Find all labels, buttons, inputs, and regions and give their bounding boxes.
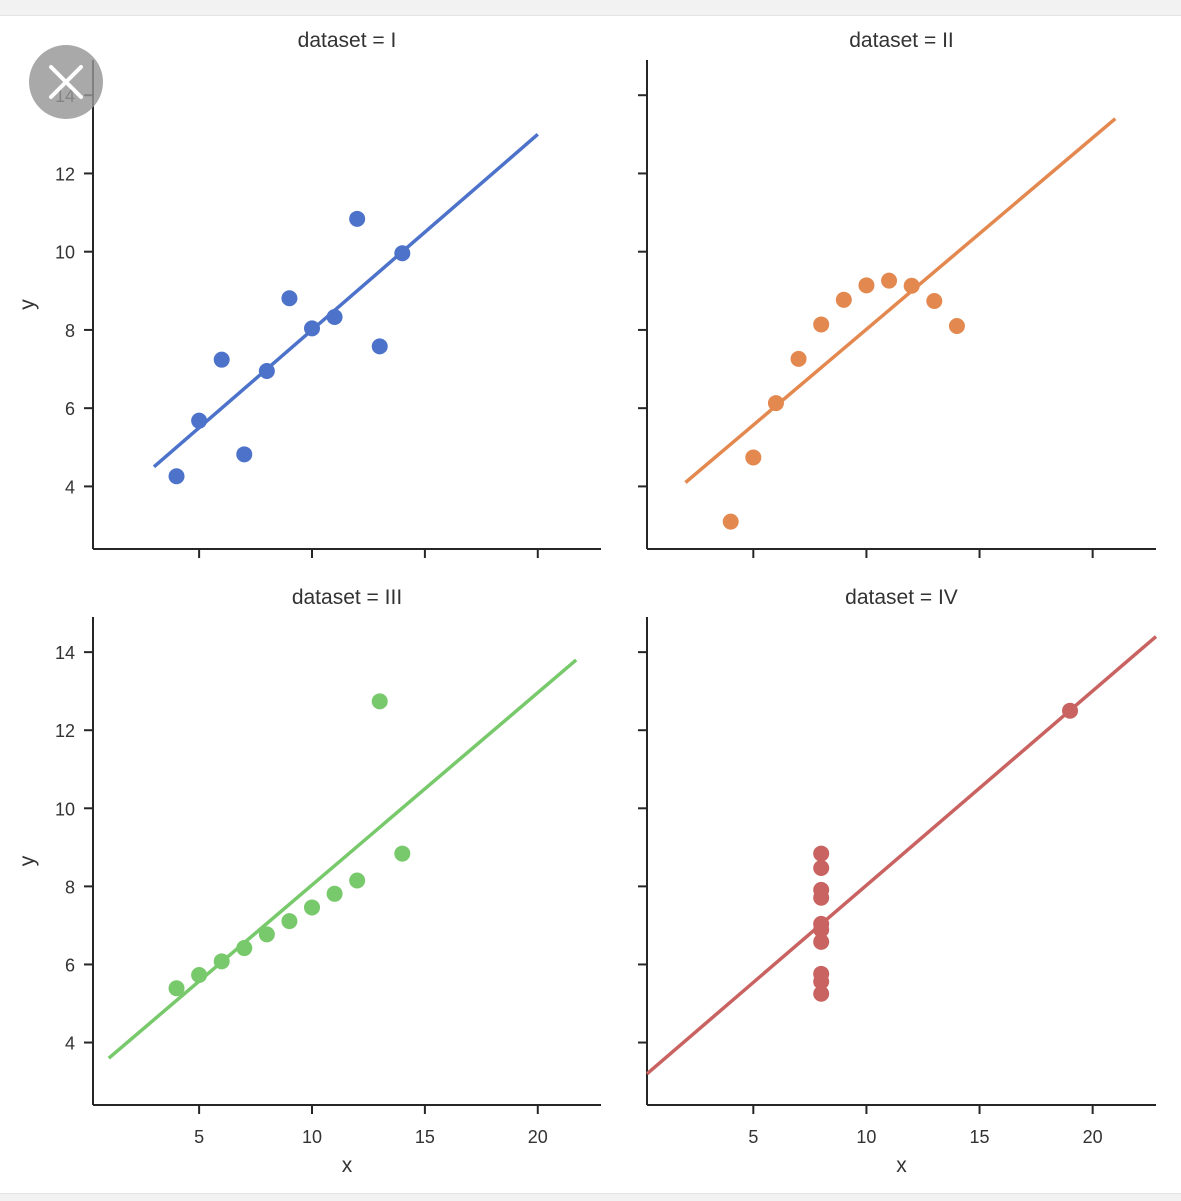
panel-title: dataset = II [849, 29, 954, 52]
top-toolbar-strip [0, 0, 1181, 16]
close-icon[interactable] [29, 45, 103, 119]
data-point [745, 449, 762, 466]
x-tick-label: 5 [748, 1127, 758, 1147]
data-point [858, 277, 875, 294]
data-point [326, 885, 343, 902]
data-point [1062, 702, 1079, 719]
x-tick-label: 15 [415, 1127, 435, 1147]
x-tick-label: 10 [856, 1127, 876, 1147]
data-point [813, 860, 830, 877]
data-point [813, 933, 830, 950]
data-point [813, 921, 830, 938]
data-point [236, 940, 253, 957]
data-point [349, 872, 366, 889]
data-point [813, 881, 830, 898]
bottom-toolbar-strip [0, 1193, 1181, 1201]
data-point [371, 693, 388, 710]
data-point [281, 913, 298, 930]
panel-title: dataset = III [292, 586, 402, 609]
x-tick-label: 5 [194, 1127, 204, 1147]
panel-3: dataset = III 4 6 8 10 12 14 5 10 15 20 y x [16, 586, 601, 1177]
data-point [790, 350, 807, 367]
data-point [903, 277, 920, 294]
y-tick-label: 14 [55, 643, 75, 663]
regression-line [107, 658, 578, 1060]
y-tick-label: 12 [55, 164, 75, 184]
data-point [767, 395, 784, 412]
data-point [371, 338, 388, 355]
data-point [213, 953, 230, 970]
data-point [326, 309, 343, 326]
data-point [349, 210, 366, 227]
data-point [304, 899, 321, 916]
y-tick-label: 8 [65, 321, 75, 341]
data-point [304, 320, 321, 337]
data-point [835, 291, 852, 308]
data-point [722, 513, 739, 530]
data-point [813, 985, 830, 1002]
panel-1: dataset = I468101214y [16, 29, 601, 558]
data-point [394, 845, 411, 862]
data-point [213, 351, 230, 368]
data-point [813, 845, 830, 862]
data-point [881, 272, 898, 289]
x-tick-label: 20 [1083, 1127, 1103, 1147]
data-point [813, 973, 830, 990]
regression-line [684, 117, 1117, 484]
y-tick-label: 10 [55, 799, 75, 819]
x-axis-label: x [342, 1154, 353, 1177]
x-axis-label: x [896, 1154, 907, 1177]
y-axis-label: y [16, 855, 39, 866]
data-point [168, 468, 185, 485]
data-point [948, 318, 965, 335]
y-tick-label: 6 [65, 399, 75, 419]
y-axis-label: y [16, 299, 39, 310]
panel-4: dataset = IV 5 10 15 20 x [638, 586, 1158, 1177]
y-tick-label: 4 [65, 1034, 75, 1054]
data-point [191, 412, 208, 429]
panel-title: dataset = IV [845, 586, 958, 609]
data-point [168, 980, 185, 997]
x-tick-label: 20 [528, 1127, 548, 1147]
x-tick-label: 15 [970, 1127, 990, 1147]
y-tick-label: 6 [65, 955, 75, 975]
y-tick-label: 12 [55, 721, 75, 741]
data-point [236, 446, 253, 463]
close-button[interactable] [29, 45, 103, 119]
data-point [394, 245, 411, 262]
y-tick-label: 8 [65, 877, 75, 897]
y-tick-label: 10 [55, 243, 75, 263]
regression-line [152, 133, 539, 469]
data-point [258, 926, 275, 943]
x-tick-label: 10 [302, 1127, 322, 1147]
regression-line [645, 635, 1158, 1076]
data-point [191, 966, 208, 983]
data-point [813, 316, 830, 333]
y-tick-label: 4 [65, 477, 75, 497]
data-point [926, 292, 943, 309]
data-point [281, 290, 298, 307]
panel-2: dataset = II [638, 29, 1156, 558]
data-point [258, 363, 275, 380]
panel-title: dataset = I [298, 29, 397, 52]
